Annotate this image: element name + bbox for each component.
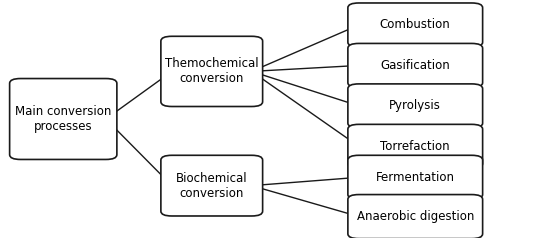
Text: Pyrolysis: Pyrolysis <box>389 99 441 112</box>
Text: Themochemical
conversion: Themochemical conversion <box>165 57 258 85</box>
FancyBboxPatch shape <box>348 195 483 238</box>
FancyBboxPatch shape <box>348 84 483 128</box>
FancyBboxPatch shape <box>161 155 263 216</box>
Text: Combustion: Combustion <box>380 19 450 31</box>
Text: Gasification: Gasification <box>381 59 450 72</box>
Text: Main conversion
processes: Main conversion processes <box>15 105 112 133</box>
FancyBboxPatch shape <box>161 36 263 107</box>
FancyBboxPatch shape <box>348 124 483 169</box>
Text: Torrefaction: Torrefaction <box>381 140 450 153</box>
Text: Fermentation: Fermentation <box>376 171 455 184</box>
FancyBboxPatch shape <box>348 44 483 88</box>
FancyBboxPatch shape <box>348 3 483 47</box>
FancyBboxPatch shape <box>10 79 117 159</box>
Text: Biochemical
conversion: Biochemical conversion <box>176 172 248 200</box>
FancyBboxPatch shape <box>348 155 483 199</box>
Text: Anaerobic digestion: Anaerobic digestion <box>356 210 474 223</box>
